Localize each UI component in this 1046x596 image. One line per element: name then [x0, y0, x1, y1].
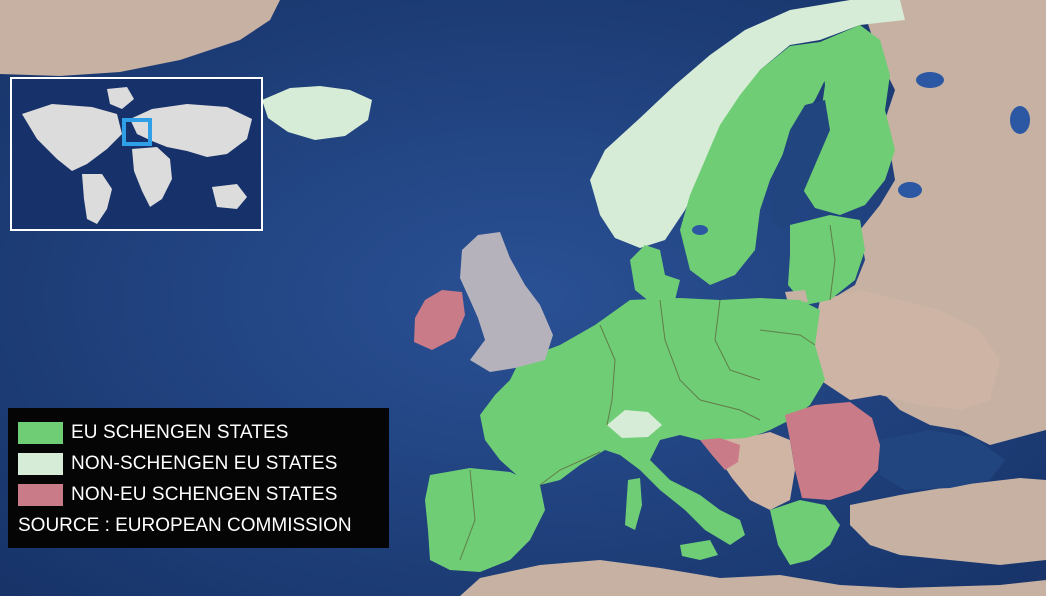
inset-greenland [107, 87, 134, 109]
inset-eurasia [130, 104, 252, 157]
turkey-land [850, 478, 1046, 565]
switzerland-land [607, 410, 662, 438]
map-legend: EU SCHENGEN STATES NON-SCHENGEN EU STATE… [8, 408, 389, 548]
norway-land [590, 0, 905, 248]
denmark-land [630, 245, 680, 302]
legend-label-non-schengen-eu: NON-SCHENGEN EU STATES [71, 452, 338, 474]
legend-item-non-eu-schengen: NON-EU SCHENGEN STATES [16, 479, 381, 510]
greece-land [770, 500, 840, 565]
legend-item-non-schengen-eu: NON-SCHENGEN EU STATES [16, 448, 381, 479]
inset-north-america [22, 104, 122, 171]
legend-swatch-non-eu-schengen [18, 483, 63, 506]
inset-europe-highlight [122, 118, 152, 146]
ukraine-belarus-land [812, 290, 1000, 410]
inset-south-america [82, 174, 112, 224]
world-inset-svg [12, 79, 261, 229]
finland-land [800, 25, 895, 215]
ireland-land [414, 290, 465, 350]
legend-swatch-eu-schengen [18, 421, 63, 444]
iceland-land [262, 86, 372, 140]
source-caption: SOURCE : EUROPEAN COMMISSION [18, 515, 352, 536]
gulf-of-bothnia [770, 100, 830, 230]
iberia-land [425, 468, 545, 572]
baltics-land [788, 215, 865, 305]
croatia-land [700, 438, 740, 470]
legend-swatch-non-schengen-eu [18, 452, 63, 475]
sicily-land [680, 540, 718, 560]
legend-label-non-eu-schengen: NON-EU SCHENGEN STATES [71, 483, 338, 505]
inset-africa [132, 147, 172, 207]
sardinia-corsica-land [625, 478, 642, 530]
uk-land [460, 232, 553, 372]
black-sea [880, 430, 1005, 490]
world-inset-map [10, 77, 263, 231]
lakes [692, 72, 1030, 235]
sweden-land [680, 42, 830, 285]
greenland-land [0, 0, 280, 76]
legend-label-eu-schengen: EU SCHENGEN STATES [71, 421, 289, 443]
romania-bulgaria-land [785, 402, 880, 500]
country-borders [459, 224, 836, 561]
north-africa-land [460, 560, 1046, 596]
inset-australia [212, 184, 247, 209]
legend-item-eu-schengen: EU SCHENGEN STATES [16, 417, 381, 448]
